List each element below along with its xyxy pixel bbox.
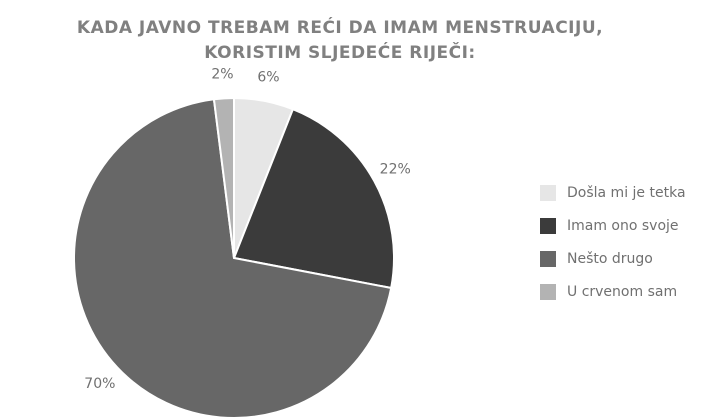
legend-swatch: [540, 185, 556, 201]
pie-slice: [212, 96, 235, 259]
legend-label: Imam ono svoje: [567, 218, 679, 234]
data-label: 22%: [380, 161, 411, 177]
pie-slice: [232, 107, 395, 290]
legend-label: Nešto drugo: [567, 251, 653, 267]
chart-title: KORISTIM SLJEDEĆE RIJEČI:: [204, 41, 475, 63]
legend-swatch: [540, 218, 556, 234]
pie-slice: [73, 98, 393, 419]
legend-label: U crvenom sam: [567, 284, 677, 300]
data-label: 6%: [257, 69, 279, 85]
data-label: 70%: [84, 376, 115, 392]
legend-label: Došla mi je tetka: [567, 185, 686, 201]
chart-title: KADA JAVNO TREBAM REĆI DA IMAM MENSTRUAC…: [77, 16, 603, 38]
legend-swatch: [540, 251, 556, 267]
data-label: 2%: [211, 66, 233, 82]
legend-swatch: [540, 284, 556, 300]
